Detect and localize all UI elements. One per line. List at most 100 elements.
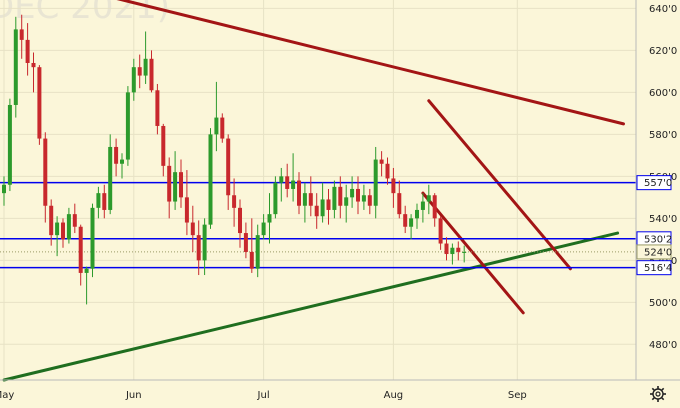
candle-body bbox=[338, 186, 343, 206]
price-tick-label: 600'0 bbox=[649, 88, 677, 99]
candle-body bbox=[196, 235, 201, 261]
price-tick-label: 500'0 bbox=[649, 298, 677, 309]
candle-body bbox=[78, 226, 83, 273]
candle-body bbox=[350, 188, 355, 198]
candle-body bbox=[43, 138, 48, 206]
price-tick-label: 580'0 bbox=[649, 130, 677, 141]
candle-body bbox=[202, 224, 207, 261]
candle-body bbox=[120, 159, 124, 164]
candle-body bbox=[385, 163, 390, 179]
candle-body bbox=[243, 233, 248, 252]
time-tick-label: Jul bbox=[257, 390, 270, 401]
candle-body bbox=[302, 193, 307, 206]
candle-body bbox=[456, 247, 461, 252]
candle-body bbox=[344, 197, 349, 206]
candle-body bbox=[391, 178, 396, 194]
candle-body bbox=[320, 199, 325, 217]
candle-body bbox=[161, 125, 166, 166]
candle-body bbox=[90, 207, 95, 269]
price-label-text: 524'0 bbox=[644, 247, 672, 258]
candle-body bbox=[179, 172, 183, 198]
price-label: 524'0 bbox=[636, 244, 672, 260]
candle-body bbox=[173, 172, 178, 202]
candle-body bbox=[432, 195, 437, 219]
candle-body bbox=[61, 222, 65, 240]
trend-line-channel-lower bbox=[421, 191, 525, 315]
candle-body bbox=[125, 92, 130, 160]
candle-body bbox=[332, 186, 337, 210]
price-tick-label: 640'0 bbox=[649, 4, 677, 15]
candle-body bbox=[220, 117, 225, 139]
candle-body bbox=[403, 214, 408, 227]
candle-body bbox=[137, 67, 142, 76]
candle-body bbox=[426, 195, 431, 202]
candle-body bbox=[214, 117, 219, 135]
trend-line-channel-upper bbox=[427, 99, 572, 271]
candle-body bbox=[13, 29, 18, 105]
candle-body bbox=[291, 180, 296, 189]
time-tick-label: Jun bbox=[125, 390, 142, 401]
candle-body bbox=[2, 184, 6, 194]
candle-body bbox=[273, 182, 278, 215]
price-label-box bbox=[636, 260, 672, 276]
candle-body bbox=[261, 222, 266, 236]
candle-body bbox=[367, 195, 372, 206]
candle-body bbox=[19, 29, 24, 40]
candle-body bbox=[308, 193, 313, 206]
candle-body bbox=[314, 205, 319, 217]
candle-body bbox=[232, 195, 237, 208]
candle-body bbox=[49, 205, 54, 236]
time-axis: May Jun Jul Aug Sep bbox=[0, 390, 527, 401]
candle-body bbox=[379, 159, 384, 164]
candle-body bbox=[96, 193, 101, 208]
candle-body bbox=[84, 268, 89, 273]
candle-body bbox=[114, 146, 119, 164]
candle-body bbox=[415, 209, 419, 219]
price-label-text: 557'0 bbox=[644, 178, 672, 189]
candle-body bbox=[462, 251, 467, 253]
candle-body bbox=[373, 159, 378, 206]
price-label-text: 530'2 bbox=[644, 234, 672, 245]
candle-body bbox=[143, 58, 148, 76]
candle-body bbox=[450, 247, 455, 255]
price-tick-label: 540'0 bbox=[649, 214, 677, 225]
candle-body bbox=[409, 218, 414, 227]
level-lines bbox=[0, 181, 636, 269]
price-labels: 557'0 530'2 524'0 516'4 bbox=[636, 175, 672, 276]
candle-body bbox=[279, 176, 284, 183]
candle-body bbox=[326, 199, 331, 210]
candle-body bbox=[108, 146, 113, 210]
candle-body bbox=[255, 235, 260, 269]
candle-body bbox=[72, 214, 77, 227]
candle-body bbox=[167, 165, 172, 202]
candle-body bbox=[238, 207, 242, 234]
candle-body bbox=[7, 104, 12, 185]
grid bbox=[0, 0, 636, 380]
candle-body bbox=[55, 222, 60, 236]
candle-body bbox=[37, 67, 42, 139]
candle-body bbox=[102, 193, 107, 210]
price-tick-label: 480'0 bbox=[649, 340, 677, 351]
price-label: 516'4 bbox=[636, 260, 672, 276]
candle-body bbox=[25, 39, 30, 63]
candle-body bbox=[155, 90, 160, 126]
candle-body bbox=[249, 251, 254, 269]
candle-body bbox=[208, 134, 213, 225]
candle-body bbox=[297, 180, 301, 206]
candle-body bbox=[184, 197, 189, 223]
candle-body bbox=[66, 214, 71, 240]
candle-body bbox=[361, 195, 366, 202]
settings-gear-icon[interactable] bbox=[650, 386, 666, 402]
candle-body bbox=[267, 214, 272, 223]
trend-lines bbox=[2, 0, 625, 382]
price-label-box bbox=[636, 244, 672, 260]
price-label: 530'2 bbox=[636, 231, 672, 247]
price-label: 557'0 bbox=[636, 175, 672, 191]
candle-body bbox=[438, 218, 443, 244]
candle-body bbox=[149, 58, 154, 91]
candle-body bbox=[131, 67, 136, 93]
candle-body bbox=[31, 62, 36, 68]
candle-body bbox=[285, 176, 290, 189]
